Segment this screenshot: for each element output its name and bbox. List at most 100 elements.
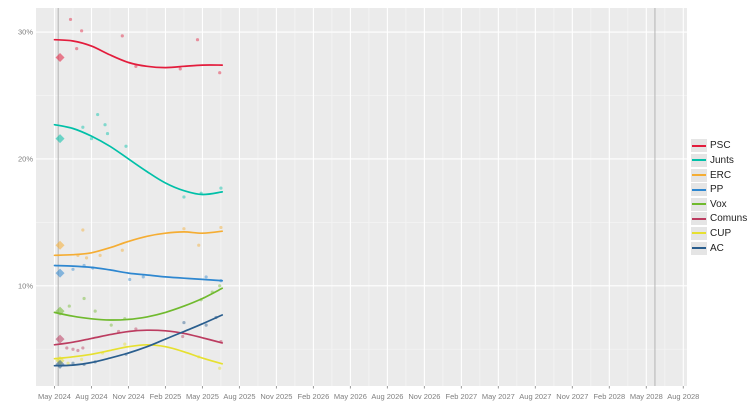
legend-label: ERC xyxy=(710,169,732,181)
x-tick-label: May 2028 xyxy=(629,392,663,401)
x-tick-label: Aug 2028 xyxy=(667,392,700,401)
poll-point-cup xyxy=(123,342,127,346)
poll-point-junts xyxy=(219,186,223,190)
poll-point-junts xyxy=(89,137,94,141)
legend-label: PP xyxy=(710,184,724,196)
legend-label: PSC xyxy=(710,140,731,152)
election-result-pp xyxy=(55,268,65,278)
x-tick-label: Nov 2026 xyxy=(408,392,441,401)
poll-point-vox xyxy=(93,309,97,313)
legend-color-line xyxy=(692,232,706,235)
y-tick-label: 20% xyxy=(17,154,33,164)
legend-item-ac: AC xyxy=(691,241,747,256)
x-tick-label: Nov 2025 xyxy=(260,392,293,401)
y-tick-label: 10% xyxy=(17,281,33,291)
plot-panel xyxy=(36,8,687,386)
poll-point-comuns xyxy=(65,346,69,350)
poll-point-junts xyxy=(81,125,85,129)
x-tick-label: May 2026 xyxy=(333,392,367,401)
poll-point-pp xyxy=(204,275,208,279)
trend-line-comuns xyxy=(53,329,224,346)
legend-key-swatch xyxy=(691,153,707,167)
election-result-ac xyxy=(55,359,65,369)
x-tick-label: Feb 2026 xyxy=(297,392,330,401)
poll-point-erc xyxy=(84,256,89,260)
poll-point-vox xyxy=(218,284,222,288)
poll-point-psc xyxy=(68,17,73,22)
poll-point-psc xyxy=(195,38,200,42)
poll-point-junts xyxy=(96,112,100,117)
x-tick-label: Nov 2024 xyxy=(112,392,145,401)
legend-item-junts: Junts xyxy=(691,153,747,168)
x-tick-label: May 2025 xyxy=(185,392,219,401)
legend-label: Comuns xyxy=(710,213,748,225)
poll-point-erc xyxy=(98,253,102,257)
poll-point-vox xyxy=(67,304,71,308)
poll-point-comuns xyxy=(81,346,85,350)
legend-color-line xyxy=(692,217,706,220)
poll-point-pp xyxy=(128,277,132,282)
poll-point-junts xyxy=(182,195,186,199)
x-tick-label: May 2027 xyxy=(481,392,515,401)
legend-key-swatch xyxy=(691,168,707,182)
poll-point-cup xyxy=(218,366,222,370)
legend-key-swatch xyxy=(691,197,707,211)
x-tick-label: Aug 2026 xyxy=(371,392,404,401)
trend-line-psc xyxy=(53,38,224,69)
trend-line-ac xyxy=(53,314,224,367)
legend-item-pp: PP xyxy=(691,182,747,197)
poll-point-erc xyxy=(197,243,201,247)
legend-item-comuns: Comuns xyxy=(691,212,747,227)
trend-line-junts xyxy=(53,123,224,196)
legend-key-swatch xyxy=(691,212,707,226)
election-result-comuns xyxy=(55,334,65,344)
election-result-junts xyxy=(55,134,65,144)
poll-point-comuns xyxy=(181,334,185,339)
legend-item-cup: CUP xyxy=(691,226,747,241)
poll-point-erc xyxy=(120,248,124,252)
x-tick-label: Aug 2024 xyxy=(75,392,108,401)
legend-color-line xyxy=(692,203,706,206)
poll-point-vox xyxy=(82,296,86,301)
legend-item-erc: ERC xyxy=(691,168,747,183)
legend-label: Junts xyxy=(710,154,734,166)
legend-color-line xyxy=(692,144,706,147)
poll-point-junts xyxy=(103,123,107,127)
legend-key-swatch xyxy=(691,226,707,240)
poll-point-erc xyxy=(182,227,186,231)
poll-point-cup xyxy=(80,357,84,361)
legend-key-swatch xyxy=(691,183,707,197)
x-tick-label: Aug 2027 xyxy=(519,392,552,401)
x-tick-label: Aug 2025 xyxy=(223,392,256,401)
poll-point-ac xyxy=(204,323,208,327)
trend-line-cup xyxy=(53,343,224,365)
election-result-erc xyxy=(55,240,65,250)
poll-point-comuns xyxy=(76,348,80,353)
legend-label: AC xyxy=(710,242,724,254)
legend-color-line xyxy=(692,188,706,191)
legend-key-swatch xyxy=(691,139,707,153)
poll-point-psc xyxy=(75,46,79,51)
poll-point-junts xyxy=(124,144,128,148)
poll-point-erc xyxy=(219,225,223,230)
election-result-psc xyxy=(55,52,65,62)
y-tick-label: 30% xyxy=(17,27,33,37)
trend-line-erc xyxy=(53,230,224,257)
legend: PSC Junts ERC PP Vox Comuns CUP AC xyxy=(691,139,747,256)
poll-point-psc xyxy=(120,34,124,38)
legend-color-line xyxy=(692,174,706,177)
poll-point-ac xyxy=(182,320,186,325)
trend-line-pp xyxy=(53,264,224,282)
x-tick-label: Feb 2025 xyxy=(149,392,182,401)
poll-point-pp xyxy=(71,267,75,271)
poll-point-psc xyxy=(178,67,182,71)
legend-item-psc: PSC xyxy=(691,139,747,154)
poll-point-erc xyxy=(81,228,85,232)
poll-point-pp xyxy=(141,275,145,279)
x-tick-label: May 2024 xyxy=(38,392,71,401)
poll-point-psc xyxy=(218,71,222,75)
poll-point-psc xyxy=(134,64,138,68)
legend-label: Vox xyxy=(710,198,727,210)
